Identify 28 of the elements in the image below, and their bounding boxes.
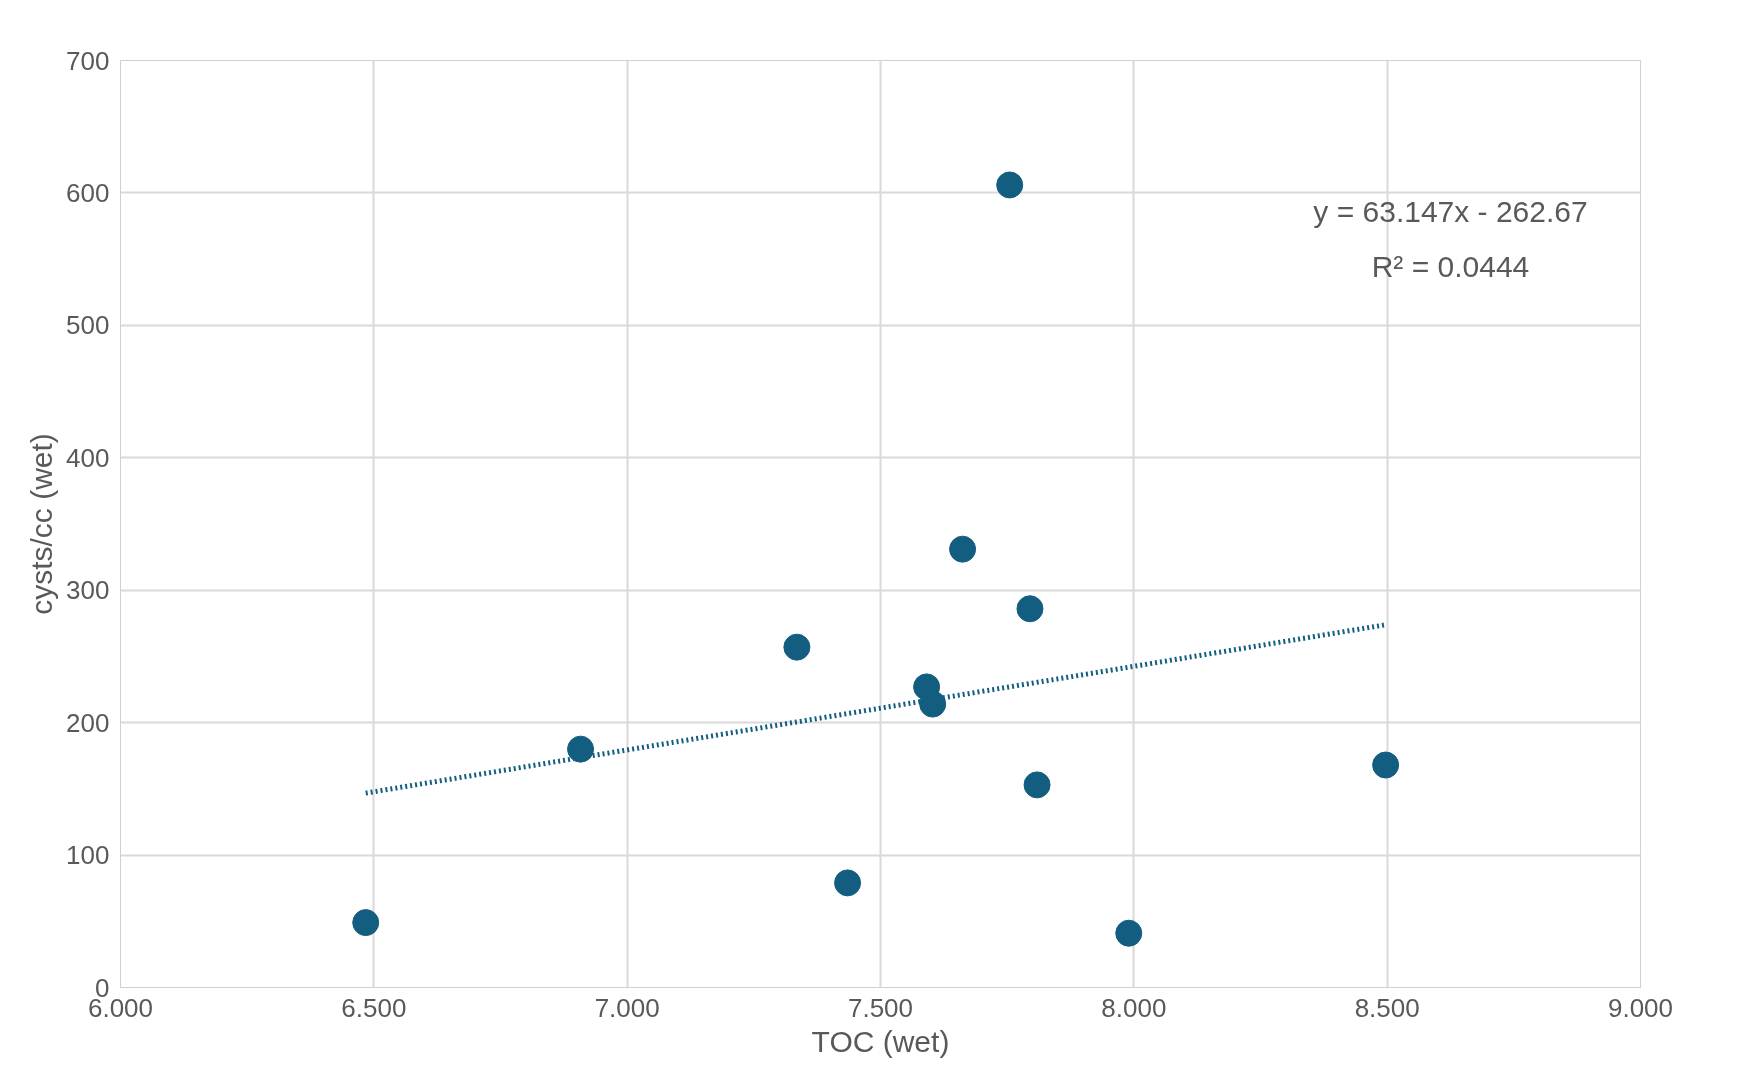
point <box>1115 919 1143 947</box>
y-tick-label: 700 <box>66 45 110 76</box>
y-tick-label: 300 <box>66 575 110 606</box>
point <box>1023 771 1051 799</box>
x-tick-label: 7.000 <box>594 992 660 1023</box>
y-tick-label: 200 <box>66 707 110 738</box>
point <box>996 171 1024 199</box>
y-tick-label: 600 <box>66 177 110 208</box>
x-tick-label: 7.500 <box>847 992 914 1023</box>
point <box>949 535 977 563</box>
x-tick-label: 9.000 <box>1607 992 1674 1023</box>
annotation: R² = 0.0444 <box>1371 249 1530 283</box>
point <box>834 869 862 897</box>
annotation: y = 63.147x - 262.67 <box>1313 194 1588 228</box>
x-tick-label: 8.500 <box>1354 992 1420 1023</box>
point <box>783 633 811 661</box>
x-axis-title: TOC (wet) <box>811 1024 950 1058</box>
y-tick-label: 500 <box>66 310 110 341</box>
x-tick-label: 8.000 <box>1101 992 1167 1023</box>
y-tick-label: 400 <box>66 442 110 473</box>
y-tick-label: 100 <box>66 840 110 871</box>
y-axis-title: cysts/cc (wet) <box>25 433 59 615</box>
point <box>567 735 595 763</box>
point <box>1372 751 1400 779</box>
x-tick-label: 6.500 <box>341 992 407 1023</box>
point <box>919 690 947 718</box>
point <box>1016 595 1044 623</box>
point <box>352 909 380 937</box>
